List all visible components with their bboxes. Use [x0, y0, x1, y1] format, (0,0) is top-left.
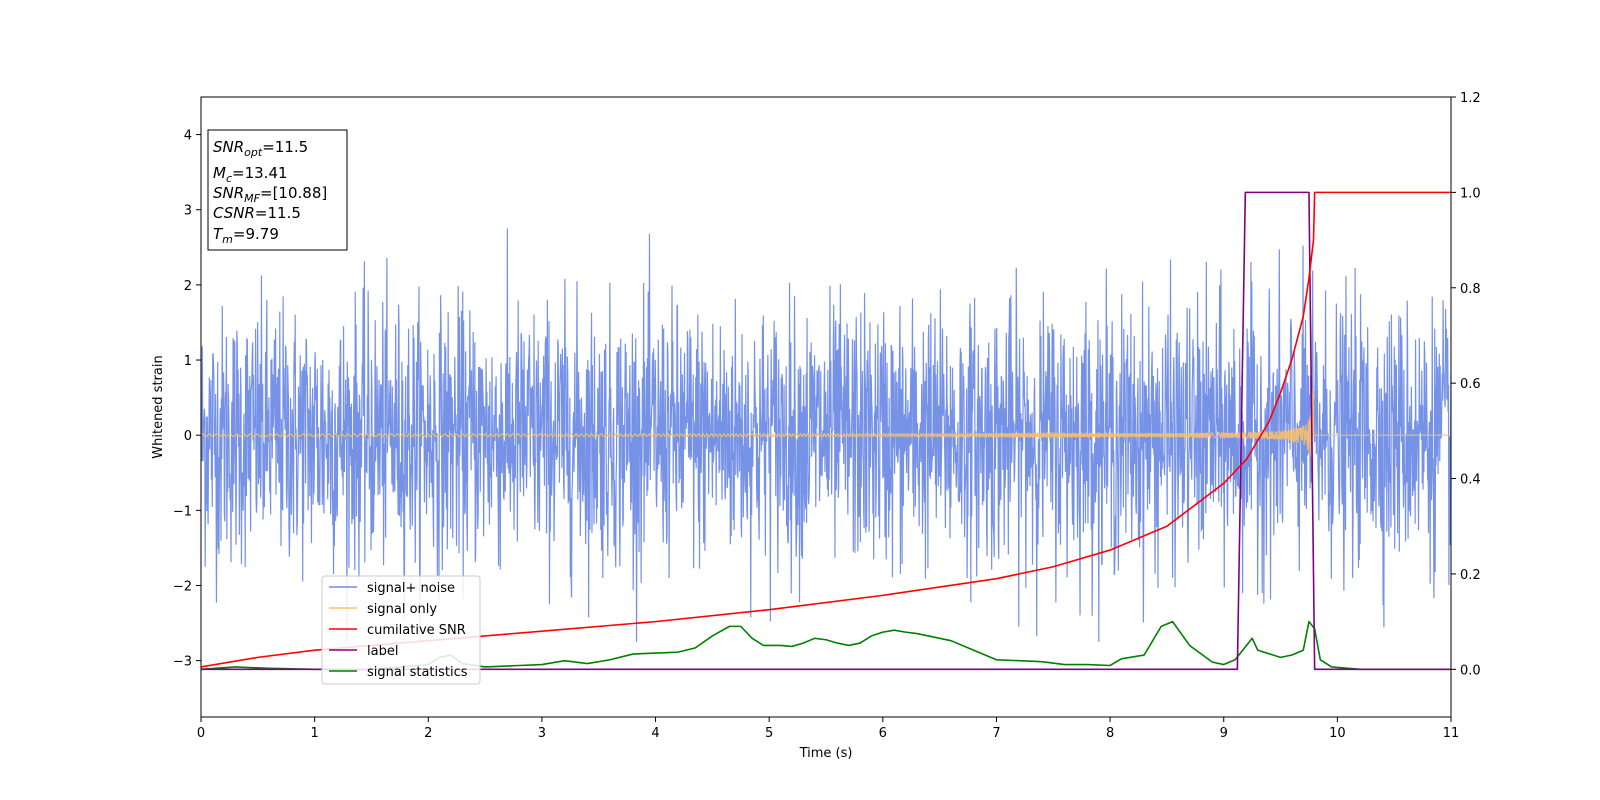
left-y-tick-label: −3	[173, 655, 192, 670]
x-tick-label: 6	[879, 726, 887, 741]
overlay-series-layer	[201, 191, 1451, 671]
legend-frame	[321, 575, 481, 685]
right-y-tick-label: 0.0	[1460, 663, 1481, 678]
legend-label-signal-only: signal only	[367, 602, 437, 617]
legend-label-signal-statistics: signal statistics	[367, 665, 468, 680]
left-y-tick-label: 1	[184, 354, 192, 369]
legend-item-signal-statistics: signal statistics	[329, 665, 468, 680]
series-label	[201, 191, 1451, 671]
info-snr-opt: SNRopt=11.5	[213, 138, 308, 159]
left-y-tick-label: 4	[184, 129, 192, 144]
series-signal-noise	[201, 228, 1451, 642]
axes-frame	[200, 96, 1452, 718]
left-y-axis-ticks: −3 −2 −1 0 1 2 3 4	[173, 129, 201, 670]
left-y-tick-label: 2	[184, 279, 192, 294]
x-tick-label: 4	[651, 726, 659, 741]
info-snr-mf: SNRMF=[10.88]	[213, 184, 327, 205]
x-tick-label: 0	[197, 726, 205, 741]
series-signal-statistics	[201, 620, 1451, 671]
legend-label-label: label	[367, 644, 398, 659]
noise-series-layer	[201, 228, 1451, 642]
right-y-tick-label: 1.2	[1460, 91, 1481, 106]
right-y-tick-label: 0.8	[1460, 282, 1481, 297]
legend-item-cumulative-snr: cumilative SNR	[329, 623, 466, 638]
x-tick-label: 3	[538, 726, 546, 741]
x-axis-ticks: 0 1 2 3 4 5 6 7 8 9 10 11	[197, 717, 1459, 741]
x-tick-label: 2	[424, 726, 432, 741]
right-y-tick-label: 0.4	[1460, 473, 1481, 488]
x-tick-label: 5	[765, 726, 773, 741]
info-tm: Tm=9.79	[213, 225, 279, 246]
legend-label-signal-noise: signal+ noise	[367, 581, 455, 596]
x-axis-label: Time (s)	[799, 746, 853, 761]
left-y-tick-label: 0	[184, 429, 192, 444]
x-tick-label: 8	[1106, 726, 1114, 741]
x-tick-label: 1	[310, 726, 318, 741]
legend-label-cumulative-snr: cumilative SNR	[367, 623, 466, 638]
x-tick-label: 7	[992, 726, 1000, 741]
info-mc: Mc=13.41	[213, 164, 288, 185]
right-y-tick-label: 0.6	[1460, 377, 1481, 392]
snr-info-box: SNRopt=11.5 Mc=13.41 SNRMF=[10.88] CSNR=…	[207, 129, 348, 251]
x-tick-label: 9	[1220, 726, 1228, 741]
x-tick-label: 11	[1443, 726, 1460, 741]
left-y-tick-label: −1	[173, 504, 192, 519]
left-y-tick-label: −2	[173, 579, 192, 594]
legend-item-label: label	[329, 644, 398, 659]
series-cumulative-snr	[201, 191, 1451, 668]
signal-series-layer	[201, 386, 1451, 475]
y-axis-label: Whitened strain	[151, 355, 166, 458]
right-y-tick-label: 1.0	[1460, 186, 1481, 201]
info-box-frame	[207, 129, 348, 251]
info-csnr: CSNR=11.5	[213, 204, 301, 222]
left-y-tick-label: 3	[184, 204, 192, 219]
right-y-axis-ticks: 0.0 0.2 0.4 0.6 0.8 1.0 1.2	[1451, 91, 1481, 678]
legend-item-signal-noise: signal+ noise	[329, 581, 455, 596]
right-y-tick-label: 0.2	[1460, 568, 1481, 583]
x-tick-label: 10	[1329, 726, 1346, 741]
legend: signal+ noise signal only cumilative SNR…	[321, 575, 481, 685]
legend-item-signal-only: signal only	[329, 602, 437, 617]
series-signal-only	[201, 386, 1451, 475]
